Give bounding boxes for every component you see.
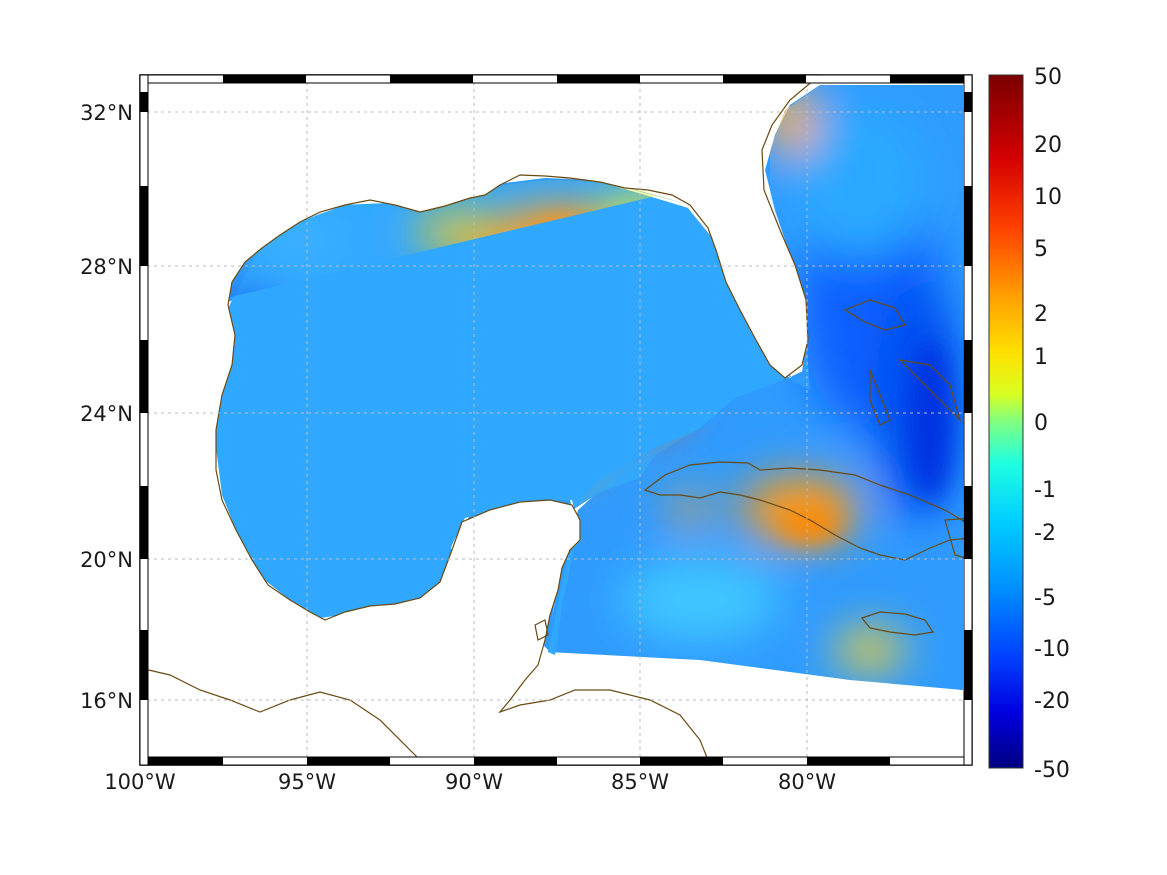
cuba [643, 461, 971, 561]
x-axis-labels: 100°W 95°W 90°W 85°W 80°W [104, 770, 836, 794]
x-tick-label: 80°W [778, 770, 836, 794]
y-tick-label: 16°N [80, 689, 133, 713]
x-tick-label: 90°W [445, 770, 503, 794]
x-tick-label: 100°W [104, 770, 176, 794]
colorbar-label: -2 [1034, 521, 1056, 546]
x-tick-label: 95°W [278, 770, 336, 794]
colorbar-label: -20 [1034, 689, 1070, 714]
colorbar-label: 20 [1034, 133, 1062, 158]
y-tick-label: 28°N [80, 255, 133, 279]
colorbar-label: 5 [1034, 237, 1048, 262]
map-frame [139, 74, 973, 766]
y-tick-label: 24°N [80, 402, 133, 426]
jamaica [860, 611, 935, 636]
colorbar-label: -1 [1034, 478, 1056, 503]
colorbar: 50 20 10 5 2 1 0 -1 -2 -5 -10 -20 -50 [988, 65, 1070, 783]
colorbar-scale [988, 74, 1024, 769]
bahamas [843, 299, 962, 426]
y-axis-labels: 32°N 28°N 24°N 20°N 16°N [80, 101, 133, 713]
y-tick-label: 32°N [80, 101, 133, 125]
colorbar-label: 2 [1034, 302, 1048, 327]
colorbar-label: 10 [1034, 185, 1062, 210]
y-tick-label: 20°N [80, 548, 133, 572]
colorbar-label: 0 [1034, 411, 1048, 436]
x-tick-label: 85°W [611, 770, 669, 794]
colorbar-label: 1 [1034, 345, 1048, 370]
us-land [139, 74, 822, 766]
colorbar-label: 50 [1034, 65, 1062, 90]
colorbar-label: -5 [1034, 586, 1056, 611]
colorbar-label: -10 [1034, 637, 1070, 662]
cozumel [534, 619, 549, 641]
grid-lines [140, 75, 972, 765]
colorbar-labels: 50 20 10 5 2 1 0 -1 -2 -5 -10 -20 -50 [1034, 65, 1070, 783]
colorbar-label: -50 [1034, 758, 1070, 783]
